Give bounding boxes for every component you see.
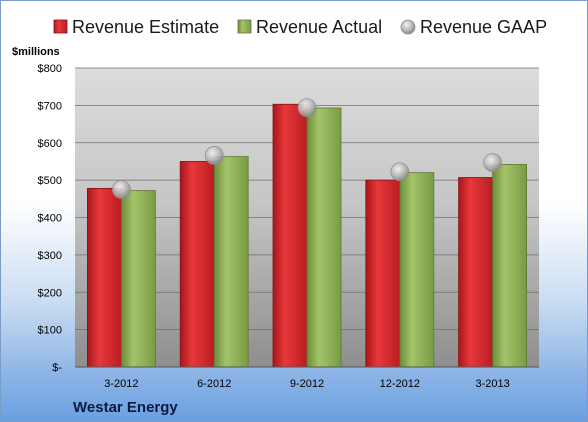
x-tick-label: 12-2012 <box>380 378 420 390</box>
legend: Revenue Estimate Revenue Actual Revenue … <box>53 17 547 37</box>
bar-revenue-estimate <box>179 161 215 368</box>
y-tick-label: $- <box>52 362 62 374</box>
y-tick-label: $100 <box>38 325 62 337</box>
y-tick-label: $200 <box>38 287 62 299</box>
y-tick-label: $300 <box>38 250 62 262</box>
bar-revenue-estimate <box>458 177 494 368</box>
x-tick-label: 6-2012 <box>197 378 231 390</box>
x-tick-label: 9-2012 <box>290 378 324 390</box>
legend-label-actual: Revenue Actual <box>256 17 382 37</box>
gaap-markers <box>112 98 503 199</box>
legend-label-gaap: Revenue GAAP <box>420 17 547 37</box>
x-tick-label: 3-2013 <box>475 378 509 390</box>
bar-revenue-actual <box>492 164 528 368</box>
y-axis-title: $millions <box>12 46 60 58</box>
y-tick-label: $600 <box>38 138 62 150</box>
bar-revenue-estimate <box>365 179 401 368</box>
bar-revenue-actual <box>213 156 249 368</box>
marker-revenue-gaap <box>483 153 503 172</box>
bar-revenue-actual <box>306 107 342 368</box>
bars <box>87 103 528 368</box>
legend-swatch-actual <box>237 19 252 34</box>
plot-area <box>75 67 539 368</box>
company-name: Westar Energy <box>73 399 178 416</box>
y-tick-label: $700 <box>38 100 62 112</box>
legend-swatch-estimate <box>53 19 68 34</box>
y-tick-label: $500 <box>38 175 62 187</box>
marker-revenue-gaap <box>390 162 410 182</box>
y-tick-label: $800 <box>38 63 62 75</box>
bar-revenue-estimate <box>87 187 122 368</box>
y-tick-labels: $- $100 $200 $300 $400 $500 $600 $700 $800 <box>38 63 63 374</box>
marker-revenue-gaap <box>297 98 317 118</box>
bar-revenue-estimate <box>272 103 308 368</box>
legend-label-estimate: Revenue Estimate <box>72 17 219 37</box>
bar-revenue-actual <box>399 172 435 368</box>
x-tick-label: 3-2012 <box>104 378 138 390</box>
bar-revenue-actual <box>121 190 156 368</box>
x-tick-labels: 3-2012 6-2012 9-2012 12-2012 3-2013 <box>104 378 509 390</box>
legend-marker-gaap <box>400 19 416 35</box>
marker-revenue-gaap <box>112 180 131 199</box>
marker-revenue-gaap <box>204 146 224 165</box>
y-tick-label: $400 <box>38 213 62 225</box>
